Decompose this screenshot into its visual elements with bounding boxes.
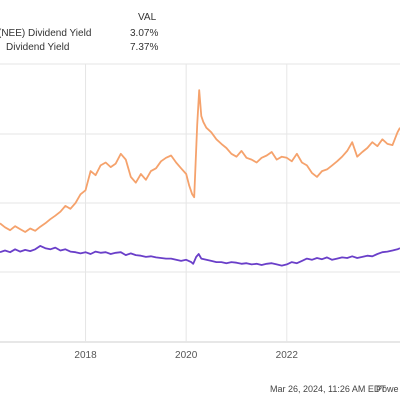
x-tick-label-2020: 2020	[175, 350, 198, 361]
series-line-dividend-yield	[0, 245, 400, 267]
legend-value-second: 7.37%	[130, 42, 158, 53]
legend-label-nee: (NEE) Dividend Yield	[0, 28, 91, 39]
footer: Mar 26, 2024, 11:26 AM EDT Powe	[270, 384, 399, 394]
x-tick-label-2018: 2018	[74, 350, 97, 361]
series-lines	[0, 89, 400, 267]
legend: VAL (NEE) Dividend Yield 3.07% Dividend …	[0, 12, 158, 53]
legend-label-second: Dividend Yield	[6, 42, 69, 53]
legend-value-header: VAL	[138, 12, 157, 23]
footer-credit: Powe	[376, 384, 399, 394]
footer-timestamp: Mar 26, 2024, 11:26 AM EDT	[270, 384, 386, 394]
series-line-nee-dividend-yield	[0, 89, 400, 233]
legend-value-nee: 3.07%	[130, 28, 158, 39]
x-axis-ticks: 2018 2020 2022	[74, 350, 298, 361]
x-tick-label-2022: 2022	[276, 350, 299, 361]
grid-lines	[0, 63, 400, 343]
